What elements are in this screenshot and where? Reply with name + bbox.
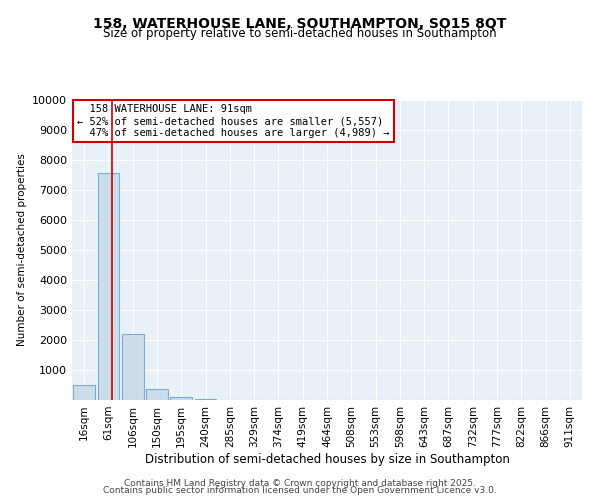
Bar (170, 397, 192, 400)
Bar (122, 334, 143, 400)
Text: Contains public sector information licensed under the Open Government Licence v3: Contains public sector information licen… (103, 486, 497, 495)
Text: 158 WATERHOUSE LANE: 91sqm
← 52% of semi-detached houses are smaller (5,557)
  4: 158 WATERHOUSE LANE: 91sqm ← 52% of semi… (77, 104, 389, 138)
Bar (73, 385, 95, 400)
X-axis label: Distribution of semi-detached houses by size in Southampton: Distribution of semi-detached houses by … (145, 452, 509, 466)
Y-axis label: Number of semi-detached properties: Number of semi-detached properties (17, 154, 26, 346)
Text: Contains HM Land Registry data © Crown copyright and database right 2025.: Contains HM Land Registry data © Crown c… (124, 478, 476, 488)
Bar (146, 388, 168, 400)
Text: 158, WATERHOUSE LANE, SOUTHAMPTON, SO15 8QT: 158, WATERHOUSE LANE, SOUTHAMPTON, SO15 … (94, 18, 506, 32)
Text: Size of property relative to semi-detached houses in Southampton: Size of property relative to semi-detach… (103, 28, 497, 40)
Bar (97, 174, 119, 400)
Bar (194, 398, 217, 400)
